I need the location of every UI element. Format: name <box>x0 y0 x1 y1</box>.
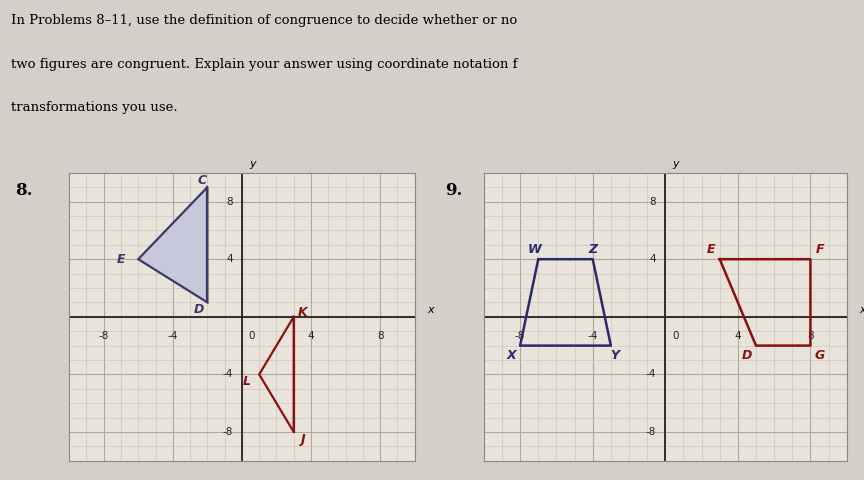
Text: two figures are congruent. Explain your answer using coordinate notation f: two figures are congruent. Explain your … <box>11 58 518 71</box>
Text: 8: 8 <box>650 197 657 206</box>
Text: L: L <box>243 375 251 388</box>
Text: -8: -8 <box>98 331 109 341</box>
Text: 8: 8 <box>226 197 233 206</box>
Text: 4: 4 <box>734 331 741 341</box>
Text: Y: Y <box>610 349 619 362</box>
Text: E: E <box>117 252 125 266</box>
Text: 4: 4 <box>226 254 233 264</box>
Text: E: E <box>707 242 715 256</box>
Text: 8: 8 <box>807 331 814 341</box>
Text: transformations you use.: transformations you use. <box>11 101 178 114</box>
Text: -4: -4 <box>168 331 178 341</box>
Text: -8: -8 <box>223 427 233 437</box>
Text: K: K <box>297 306 308 319</box>
Text: 0: 0 <box>249 331 256 341</box>
Text: -4: -4 <box>588 331 598 341</box>
Text: D: D <box>741 349 753 362</box>
Text: 8: 8 <box>377 331 384 341</box>
Text: W: W <box>528 242 542 256</box>
Text: In Problems 8–11, use the definition of congruence to decide whether or no: In Problems 8–11, use the definition of … <box>11 14 518 27</box>
Text: Z: Z <box>588 242 597 256</box>
Text: y: y <box>249 159 256 169</box>
Text: 0: 0 <box>672 331 679 341</box>
Text: -8: -8 <box>645 427 657 437</box>
Text: X: X <box>506 349 516 362</box>
Text: C: C <box>198 173 206 187</box>
Polygon shape <box>138 187 207 302</box>
Text: 4: 4 <box>650 254 657 264</box>
Text: x: x <box>860 305 864 314</box>
Text: x: x <box>427 305 434 314</box>
Text: -4: -4 <box>645 370 657 379</box>
Text: 4: 4 <box>308 331 314 341</box>
Text: J: J <box>300 432 305 446</box>
Text: -8: -8 <box>515 331 525 341</box>
Text: D: D <box>194 303 204 316</box>
Text: 8.: 8. <box>16 182 33 199</box>
Text: y: y <box>672 159 679 169</box>
Text: G: G <box>815 349 824 362</box>
Text: 9.: 9. <box>445 182 462 199</box>
Text: -4: -4 <box>223 370 233 379</box>
Text: F: F <box>816 242 823 256</box>
